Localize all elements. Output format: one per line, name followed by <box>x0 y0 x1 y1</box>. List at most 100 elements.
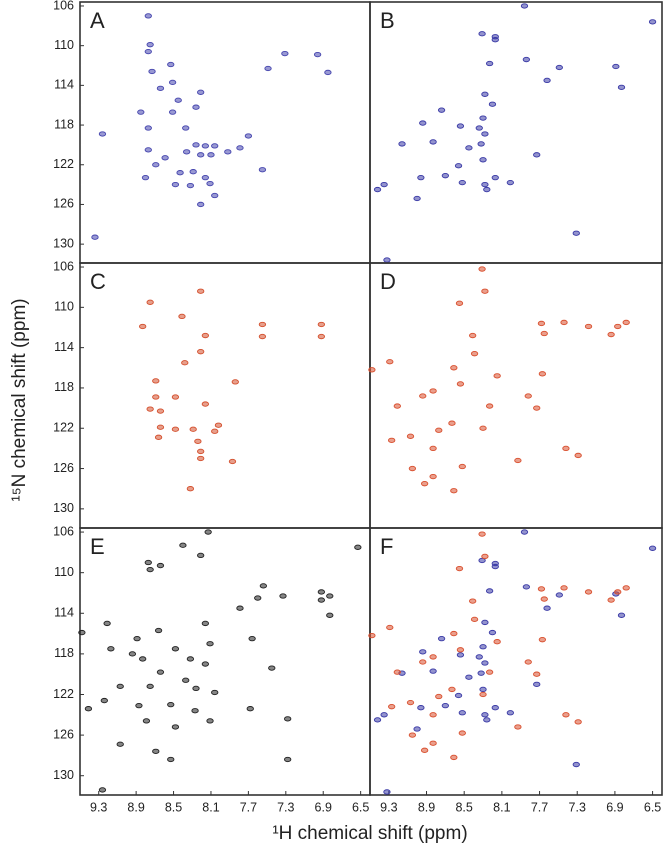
peak <box>458 710 466 716</box>
peak <box>622 319 630 326</box>
peak <box>144 13 152 19</box>
y-tick-label: 114 <box>54 340 74 354</box>
peak <box>533 405 541 411</box>
peak <box>617 84 626 90</box>
peak <box>182 677 190 683</box>
peak <box>211 428 219 434</box>
peak <box>524 393 532 399</box>
peak <box>520 529 529 535</box>
panel-frame <box>369 1 663 264</box>
panel-label: C <box>90 269 106 294</box>
peak <box>78 629 86 636</box>
peak <box>481 712 489 718</box>
peak <box>144 48 152 55</box>
peak <box>324 69 332 76</box>
peak <box>189 426 197 432</box>
y-tick-label: 126 <box>53 197 74 211</box>
peak <box>204 529 212 535</box>
peak <box>156 669 165 675</box>
peak <box>524 659 532 665</box>
peak <box>491 175 499 181</box>
x-tick-label: 9.3 <box>90 800 107 814</box>
peak <box>456 647 465 653</box>
peak <box>171 646 180 652</box>
peak <box>560 319 568 326</box>
peak <box>543 605 551 611</box>
peak <box>197 448 205 455</box>
peak <box>201 175 210 181</box>
peak <box>146 566 154 573</box>
peak <box>248 636 256 642</box>
peak <box>191 708 199 714</box>
peak <box>171 394 180 400</box>
peak <box>478 31 486 37</box>
peak <box>520 3 529 9</box>
peak <box>168 109 177 115</box>
peak <box>156 85 165 91</box>
peak <box>429 473 437 480</box>
peak <box>100 697 108 704</box>
peak <box>156 408 165 414</box>
peak <box>429 654 437 660</box>
peak <box>465 674 473 680</box>
peak <box>116 683 124 690</box>
peak <box>133 636 141 642</box>
peak <box>478 266 486 272</box>
x-tick-label: 6.5 <box>644 800 661 814</box>
peak <box>388 704 396 710</box>
peak <box>354 544 362 550</box>
peak <box>448 420 456 426</box>
peak <box>450 630 458 637</box>
peak <box>373 186 382 193</box>
peak <box>192 104 200 110</box>
peak <box>167 61 175 68</box>
peak <box>236 605 244 611</box>
peak <box>154 627 163 634</box>
peak <box>491 563 499 570</box>
y-tick-label: 118 <box>54 646 74 660</box>
peak <box>506 179 514 186</box>
peak <box>479 644 487 650</box>
peak <box>469 332 477 339</box>
peak <box>455 565 464 572</box>
peak <box>437 636 446 642</box>
peak <box>279 593 287 599</box>
peak <box>258 321 267 328</box>
peak <box>228 458 237 465</box>
x-tick-label: 7.7 <box>531 800 548 814</box>
x-tick-label: 7.3 <box>569 800 586 814</box>
peak <box>450 754 458 761</box>
peak <box>481 131 489 137</box>
peak <box>572 230 580 236</box>
peak <box>429 740 437 746</box>
peak <box>419 393 427 399</box>
peak <box>211 192 219 199</box>
peak <box>435 427 443 433</box>
peak <box>538 371 547 377</box>
peak <box>560 585 568 591</box>
peak <box>533 152 541 158</box>
peak <box>244 133 253 139</box>
peak <box>479 157 487 163</box>
y-tick-label: 126 <box>53 727 74 741</box>
peak <box>128 651 137 657</box>
peak <box>156 424 165 430</box>
peak <box>540 330 548 337</box>
peak <box>555 64 563 71</box>
peak <box>284 756 292 763</box>
peak <box>479 691 487 698</box>
peak <box>167 756 175 763</box>
peak <box>103 620 111 627</box>
peak <box>477 141 485 147</box>
peak <box>533 681 541 687</box>
peak <box>259 583 268 589</box>
peak <box>206 718 214 724</box>
peak <box>417 705 425 711</box>
y-tick-label: 114 <box>54 78 74 92</box>
panel-label: F <box>380 534 393 559</box>
peak <box>146 406 154 412</box>
peak <box>246 706 254 712</box>
peak <box>206 180 214 187</box>
peak <box>477 670 485 676</box>
peak <box>264 65 272 72</box>
